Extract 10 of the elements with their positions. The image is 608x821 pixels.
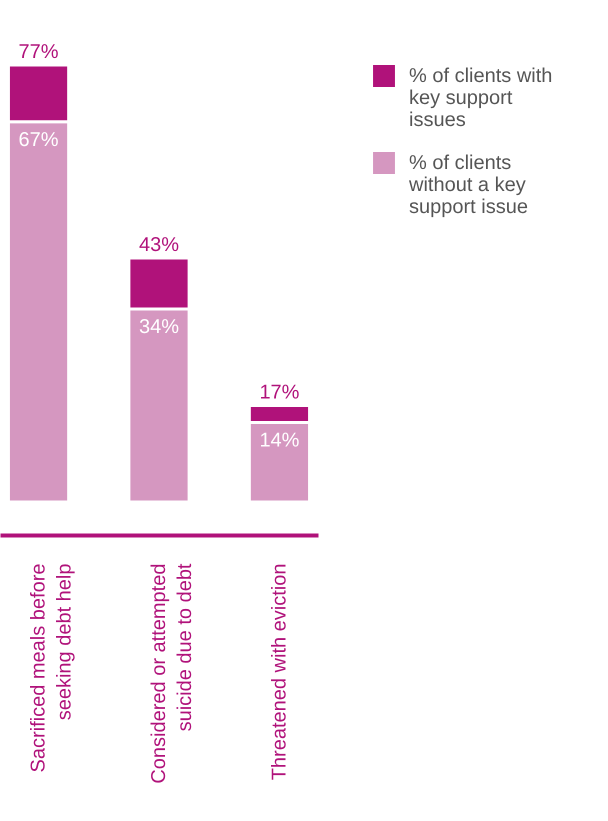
data-label: 34% — [138, 316, 180, 338]
total-label: 77% — [18, 41, 59, 63]
total-label: 17% — [259, 382, 300, 404]
x-tick-label: Sacrificed meals before seeking debt help — [28, 564, 76, 772]
legend-label: % of clients with key support issues — [409, 65, 552, 131]
x-tick-label: Threatened with eviction — [268, 564, 290, 780]
data-label: 67% — [18, 128, 59, 151]
legend-label: % of clients without a key support issue — [408, 152, 528, 218]
total-label: 43% — [138, 234, 180, 256]
data-label: 14% — [259, 430, 300, 452]
